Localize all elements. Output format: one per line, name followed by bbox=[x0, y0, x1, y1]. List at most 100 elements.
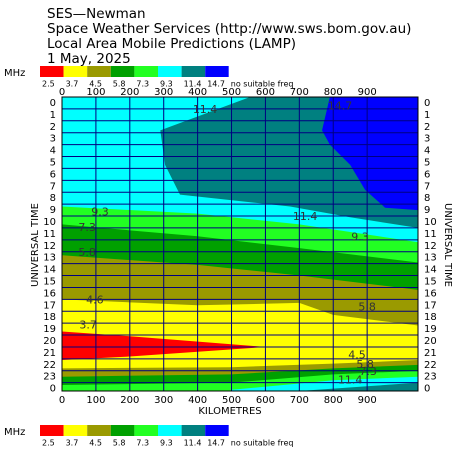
contour-region bbox=[299, 382, 418, 391]
legend-label: 4.5 bbox=[89, 439, 102, 448]
y-tick-label-left: 11 bbox=[43, 229, 56, 240]
legend-swatch bbox=[63, 425, 88, 436]
legend-label: 3.7 bbox=[66, 439, 79, 448]
y-tick-label-right: 21 bbox=[424, 348, 437, 359]
y-tick-label-right: 15 bbox=[424, 276, 437, 287]
legend-label: 3.7 bbox=[66, 80, 79, 89]
y-tick-label-left: 13 bbox=[43, 253, 56, 264]
contour-label: 7.3 bbox=[359, 365, 377, 378]
y-tick-label-left: 0 bbox=[50, 98, 56, 109]
legend-label: 9.3 bbox=[160, 80, 173, 89]
y-tick-label-left: 9 bbox=[50, 205, 56, 216]
y-tick-label-right: 6 bbox=[424, 169, 430, 180]
legend-unit: MHz bbox=[4, 427, 25, 438]
x-tick-label-bottom: 200 bbox=[120, 395, 139, 406]
legend-swatch bbox=[87, 66, 111, 77]
y-tick-label-right: 4 bbox=[424, 146, 430, 157]
legend-label: 4.5 bbox=[89, 80, 102, 89]
x-tick-label-bottom: 700 bbox=[290, 395, 309, 406]
y-tick-label-left: 19 bbox=[43, 324, 56, 335]
y-tick-label-right: 7 bbox=[424, 181, 430, 192]
legend-swatch bbox=[40, 425, 64, 436]
y-tick-label-left: 1 bbox=[50, 110, 56, 121]
y-tick-label-left: 12 bbox=[43, 241, 56, 252]
x-tick-label-bottom: 600 bbox=[256, 395, 275, 406]
x-tick-label-top: 800 bbox=[324, 87, 343, 98]
contour-label: 4.5 bbox=[348, 348, 366, 361]
y-tick-label-right: 16 bbox=[424, 288, 437, 299]
contour-label: 9.3 bbox=[91, 205, 109, 218]
y-tick-label-right: 22 bbox=[424, 360, 437, 371]
legend-label: 2.5 bbox=[42, 80, 55, 89]
y-tick-label-right: 9 bbox=[424, 205, 430, 216]
x-axis-title: KILOMETRES bbox=[198, 406, 261, 417]
contour-label: 7.3 bbox=[78, 221, 96, 234]
y-tick-label-right: 14 bbox=[424, 265, 437, 276]
y-tick-label-right: 3 bbox=[424, 134, 430, 145]
x-tick-label-bottom: 800 bbox=[324, 395, 343, 406]
y-tick-label-left: 16 bbox=[43, 288, 56, 299]
legend-label: no suitable freq bbox=[231, 439, 294, 448]
title-line: SES—Newman bbox=[47, 6, 146, 22]
y-tick-label-left: 7 bbox=[50, 181, 56, 192]
y-tick-label-left: 14 bbox=[43, 265, 56, 276]
x-tick-label-bottom: 900 bbox=[358, 395, 377, 406]
y-tick-label-right: 20 bbox=[424, 336, 437, 347]
y-tick-label-left: 2 bbox=[50, 122, 56, 133]
legend-unit: MHz bbox=[4, 68, 25, 79]
x-tick-label-top: 100 bbox=[86, 87, 105, 98]
contour-label: 14.7 bbox=[328, 100, 353, 113]
contour-label: 11.4 bbox=[293, 210, 318, 223]
contour-label: 11.4 bbox=[193, 103, 218, 116]
y-tick-label-left: 5 bbox=[50, 157, 56, 168]
y-tick-label-right: 18 bbox=[424, 312, 437, 323]
y-tick-label-right: 10 bbox=[424, 217, 437, 228]
legend-label: 11.4 bbox=[184, 80, 202, 89]
y-tick-label-left: 22 bbox=[43, 360, 56, 371]
contour-label: 4.6 bbox=[86, 294, 104, 307]
y-tick-label-left: 23 bbox=[43, 372, 56, 383]
legend-label: 5.8 bbox=[113, 80, 126, 89]
legend-swatch bbox=[158, 425, 182, 436]
y-tick-label-left: 17 bbox=[43, 300, 56, 311]
title-line: Space Weather Services (http://www.sws.b… bbox=[47, 21, 411, 37]
legend-swatch bbox=[181, 425, 206, 436]
y-tick-label-left: 8 bbox=[50, 193, 56, 204]
legend-swatch bbox=[158, 66, 182, 77]
y-axis-title-right: UNIVERSAL TIME bbox=[442, 203, 453, 287]
y-tick-label-left: 3 bbox=[50, 134, 56, 145]
y-tick-label-right: 2 bbox=[424, 122, 430, 133]
x-tick-label-top: 900 bbox=[358, 87, 377, 98]
legend-label: 9.3 bbox=[160, 439, 173, 448]
y-tick-label-left: 4 bbox=[50, 146, 56, 157]
contour-label: 3.7 bbox=[79, 319, 97, 332]
legend-swatch bbox=[205, 66, 229, 77]
y-tick-label-right: 17 bbox=[424, 300, 437, 311]
y-tick-label-left: 6 bbox=[50, 169, 56, 180]
y-tick-label-right: 8 bbox=[424, 193, 430, 204]
legend-swatch bbox=[87, 425, 111, 436]
y-tick-label-left: 21 bbox=[43, 348, 56, 359]
y-tick-label-left: 20 bbox=[43, 336, 56, 347]
contour-label: 5.8 bbox=[78, 246, 96, 259]
x-tick-label-bottom: 300 bbox=[154, 395, 173, 406]
y-tick-label-right: 0 bbox=[424, 98, 430, 109]
legend-swatch bbox=[63, 66, 88, 77]
x-tick-label-bottom: 100 bbox=[86, 395, 105, 406]
y-tick-label-right: 23 bbox=[424, 372, 437, 383]
y-tick-label-right: 13 bbox=[424, 253, 437, 264]
x-tick-label-top: 500 bbox=[222, 87, 241, 98]
legend-swatch bbox=[110, 425, 135, 436]
x-tick-label-bottom: 500 bbox=[222, 395, 241, 406]
y-tick-label-right: 19 bbox=[424, 324, 437, 335]
plot-frame bbox=[61, 96, 419, 392]
legend-swatch bbox=[134, 425, 158, 436]
y-tick-label-right: 5 bbox=[424, 157, 430, 168]
y-tick-label-left: 15 bbox=[43, 276, 56, 287]
x-tick-label-top: 200 bbox=[120, 87, 139, 98]
y-tick-label-left: 10 bbox=[43, 217, 56, 228]
contour-label: 9.3 bbox=[351, 230, 369, 243]
x-tick-label-top: 600 bbox=[256, 87, 275, 98]
legend-swatch bbox=[40, 66, 64, 77]
